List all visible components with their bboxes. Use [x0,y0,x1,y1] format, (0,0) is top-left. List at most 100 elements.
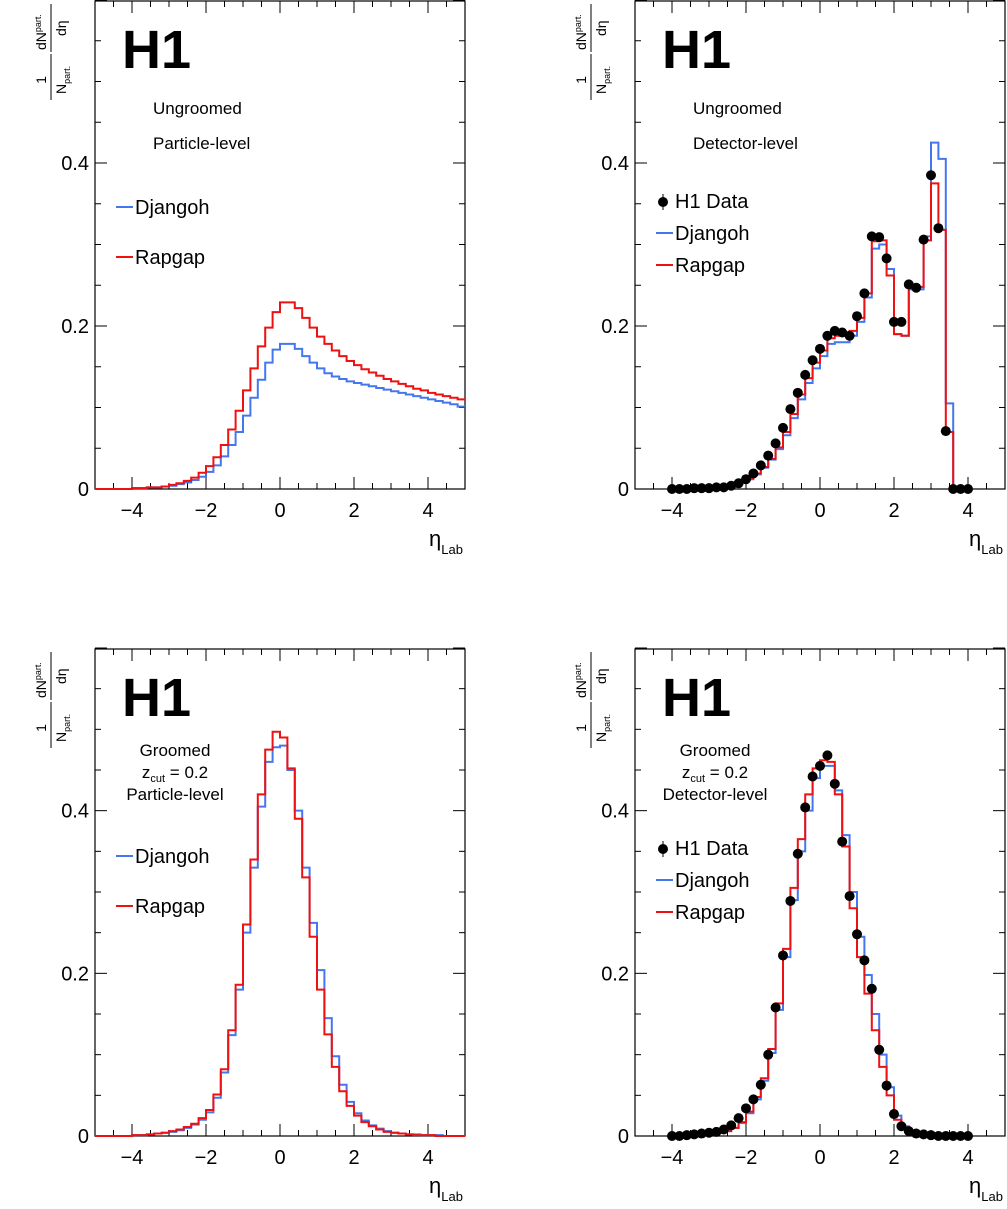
annotation-note: Detector-level [693,134,798,153]
data-point [815,343,825,354]
data-point [778,950,788,961]
y-tick-label: 0.4 [61,801,89,823]
data-point [733,1113,744,1124]
y-title-dN: dNpart. [33,14,49,50]
plot-panel-1: −4 −2 0 2 4 0 0.2 0.4 ηLab 1 Npart.dNpart. dη H1 Ungr… [33,0,466,557]
y-title-N: Npart. [593,714,612,742]
data-point [918,1129,929,1140]
data-point [755,460,766,471]
rapgap-histogram [672,759,968,1137]
x-tick-label: 0 [274,500,285,522]
data-point [689,1129,700,1140]
x-tick-label: 2 [348,500,359,522]
data-point [785,895,796,906]
x-axis-title: ηLab [969,526,1003,557]
data-point [674,1131,685,1141]
data-point [926,1130,936,1141]
y-title-N: Npart. [53,66,72,94]
annotation-note: zcut = 0.2 [682,763,748,785]
data-point [955,484,966,494]
rapgap-histogram [95,301,465,490]
data-point [874,1044,885,1055]
y-title-one: 1 [573,76,589,84]
data-point [681,1130,692,1141]
data-point [822,330,833,341]
data-point [911,282,922,293]
legend-label-rapgap: Rapgap [675,255,745,277]
data-point [963,1131,973,1141]
data-point [733,478,744,489]
x-tick-label: −2 [735,1147,758,1169]
data-point [748,468,759,479]
data-point [667,484,677,494]
data-point [844,330,855,341]
x-tick-label: −2 [195,1147,218,1169]
y-tick-label: 0 [78,479,89,501]
data-point [711,482,722,493]
y-title-dN: dNpart. [573,662,589,698]
data-point [763,450,774,461]
data-point [852,311,862,322]
data-point [726,1120,737,1131]
x-tick-label: 4 [962,1147,973,1169]
data-point [874,232,885,243]
y-tick-label: 0.2 [61,963,89,985]
data-point [755,1079,766,1090]
y-title-deta: dη [53,668,69,684]
data-point [800,369,811,380]
y-axis-title: 1 Npart.dNpart. dη [573,4,612,100]
djangoh-histogram [95,744,465,1137]
annotation-note: Ungroomed [153,99,242,118]
legend-label-django: Djangoh [675,870,750,892]
h1-label: H1 [122,668,191,728]
data-point [829,778,840,789]
legend-label-rapgap: Rapgap [135,247,205,269]
data-point [770,1002,781,1013]
data-point [933,1131,944,1141]
annotation-note: Groomed [680,741,751,760]
data-point [940,426,951,437]
y-axis-title: 1 Npart.dNpart. dη [33,652,72,748]
x-tick-label: −4 [121,1147,144,1169]
x-tick-label: 4 [422,1147,433,1169]
data-point [696,1128,707,1139]
data-point [859,288,870,299]
x-tick-label: 0 [814,500,825,522]
x-tick-label: 4 [962,500,973,522]
annotation-note: Particle-level [126,785,223,804]
y-title-dN: dNpart. [33,662,49,698]
data-point [674,484,685,494]
data-point [940,1131,951,1141]
legend-label-django: Djangoh [675,223,750,245]
data-point [763,1049,774,1060]
y-tick-label: 0.4 [601,153,629,175]
h1-label: H1 [662,668,731,728]
y-title-dN: dNpart. [573,14,589,50]
y-title-deta: dη [593,20,609,36]
y-title-N: Npart. [593,66,612,94]
x-tick-label: 2 [348,1147,359,1169]
data-point [681,484,692,494]
data-point [852,929,862,940]
data-point [837,836,848,847]
data-point [741,474,751,485]
data-point [896,1121,907,1132]
y-title-one: 1 [33,724,49,732]
data-point [704,1127,714,1138]
y-tick-label: 0 [78,1126,89,1148]
y-title-one: 1 [573,724,589,732]
data-point [704,483,714,494]
annotation-note: Ungroomed [693,99,782,118]
x-tick-label: 2 [888,1147,899,1169]
data-point [859,955,870,966]
legend-label-django: Djangoh [135,846,210,868]
data-point [881,1080,892,1091]
rapgap-histogram [95,730,465,1137]
y-tick-label: 0.2 [601,963,629,985]
data-point [748,1094,759,1105]
y-tick-label: 0.4 [601,801,629,823]
data-point [822,750,833,761]
legend-label-rapgap: Rapgap [135,896,205,918]
y-title-deta: dη [593,668,609,684]
